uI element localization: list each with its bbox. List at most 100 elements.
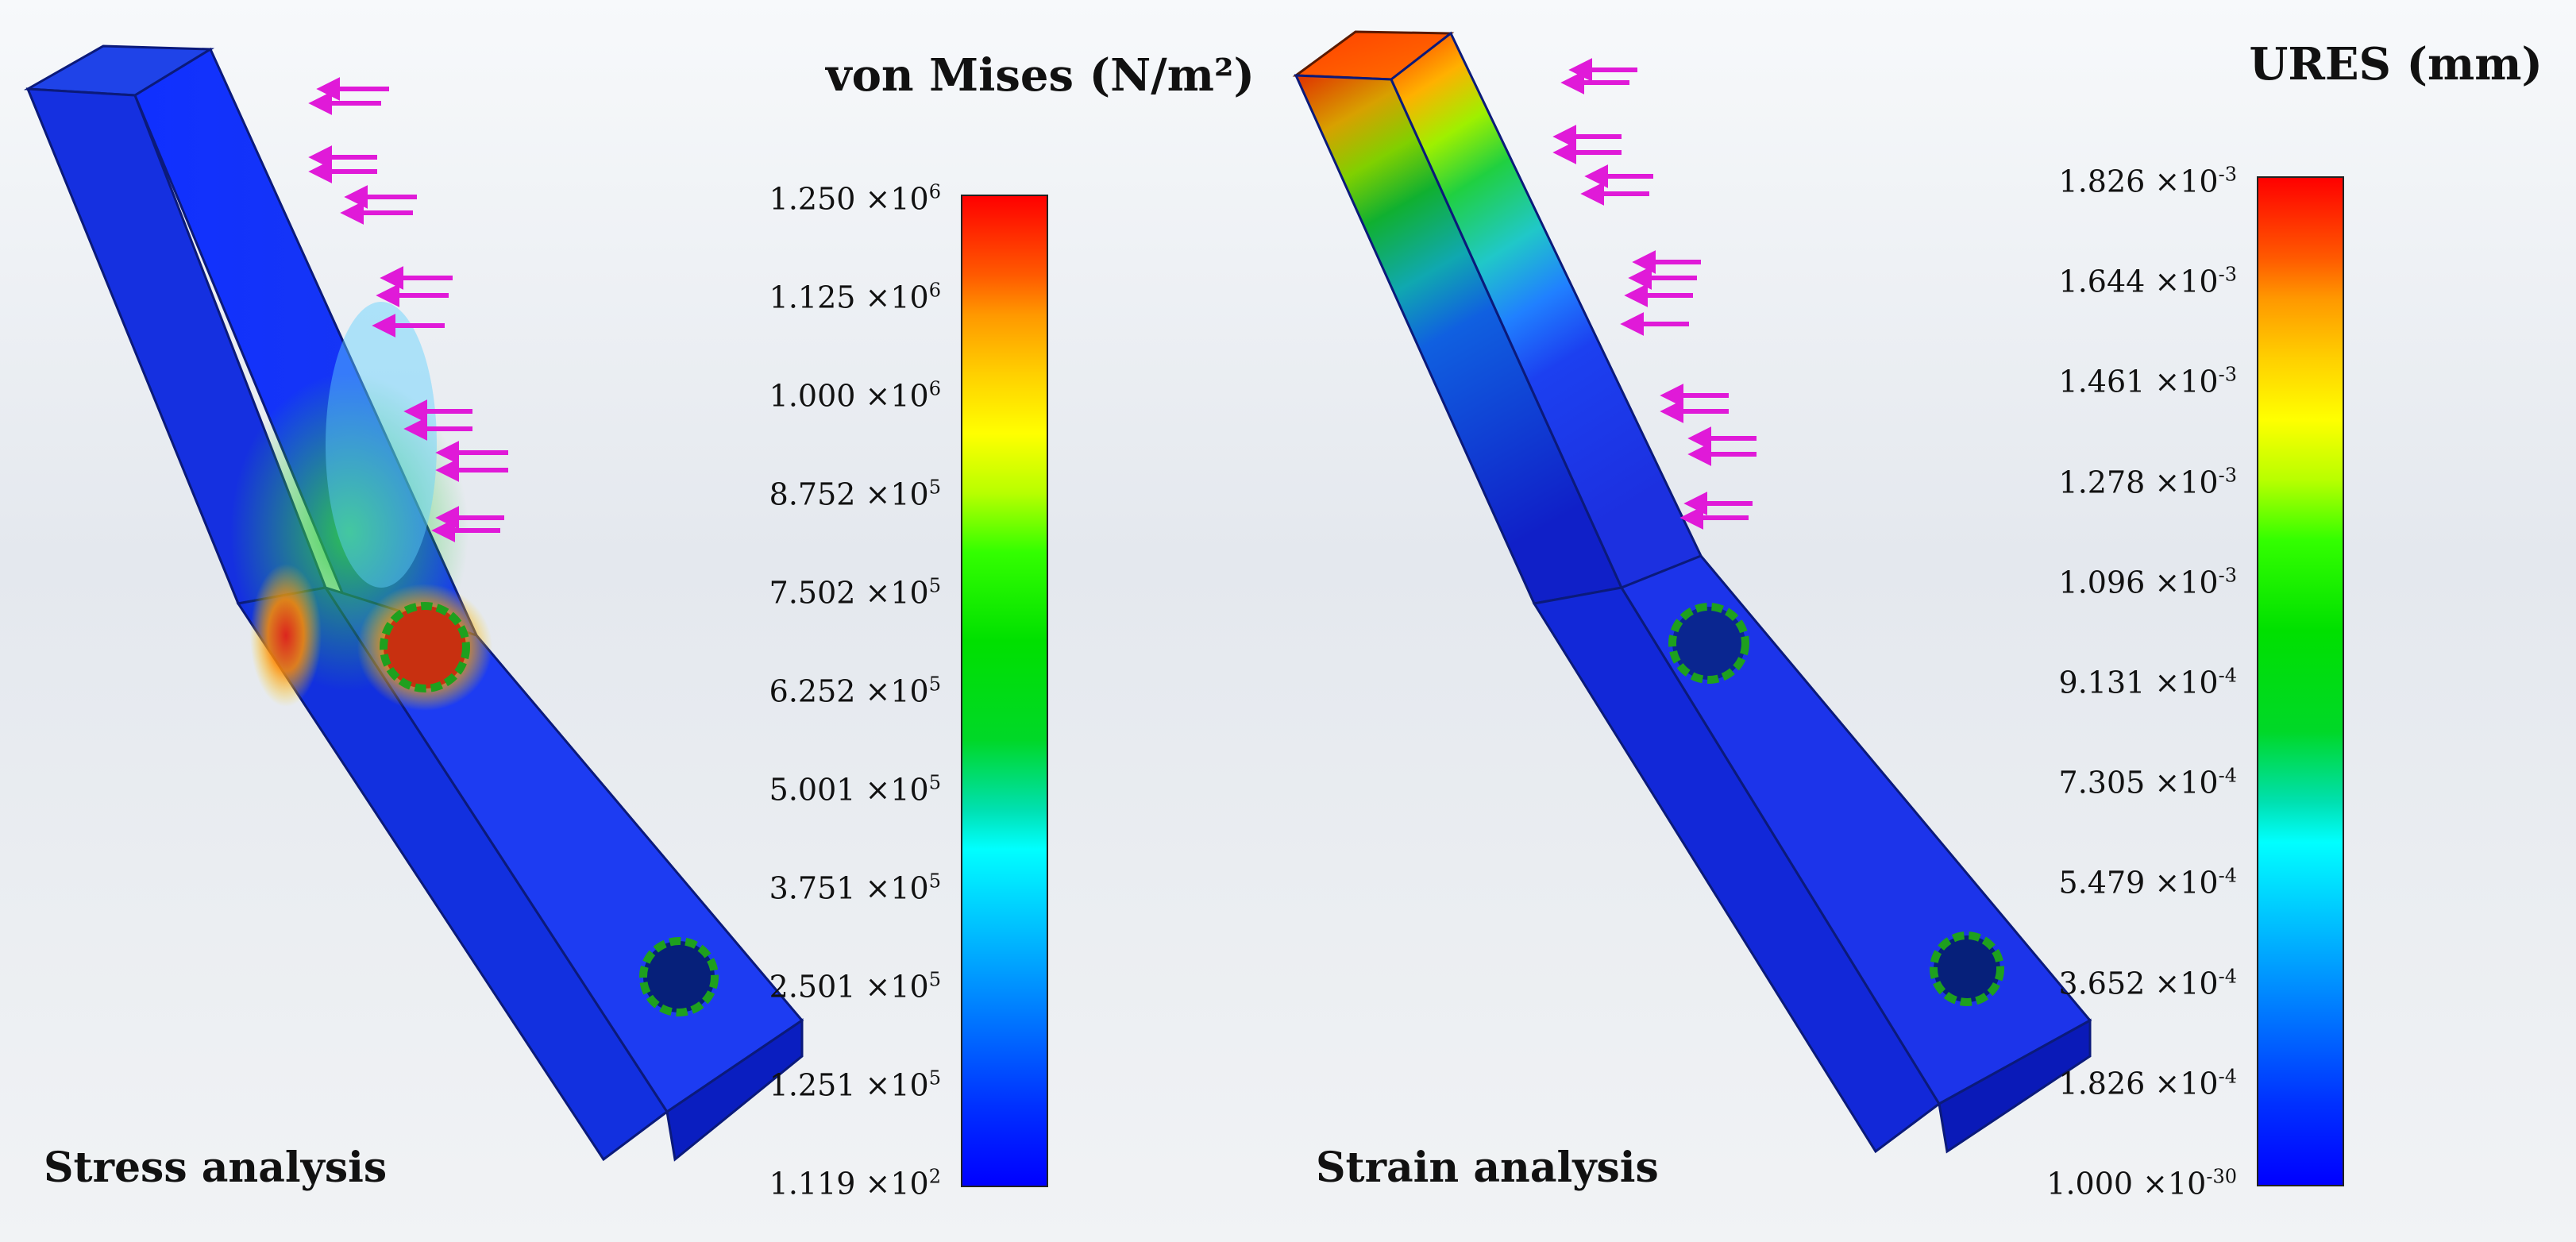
panel-caption: Strain analysis	[1316, 1144, 1659, 1192]
tick-mantissa: 1.125 ×10	[769, 280, 929, 315]
tick-exponent: -3	[2218, 263, 2237, 286]
load-arrow	[1687, 426, 1757, 450]
load-arrow	[403, 399, 472, 423]
tick-mantissa: 1.250 ×10	[769, 181, 929, 217]
load-arrow	[1560, 71, 1629, 94]
load-arrow	[340, 201, 413, 225]
tick-label: 1.000 ×106	[655, 378, 941, 414]
load-arrow	[1620, 312, 1689, 336]
load-arrows	[308, 77, 508, 542]
load-arrow	[308, 160, 377, 183]
tick-mantissa: 7.502 ×10	[769, 575, 929, 611]
tick-exponent: -4	[2218, 965, 2237, 988]
tick-mantissa: 1.000 ×10	[2046, 1166, 2207, 1202]
tick-label: 1.826 ×10-4	[1951, 1065, 2237, 1101]
tick-exponent: -4	[2218, 1065, 2237, 1088]
tick-mantissa: 1.119 ×10	[769, 1166, 929, 1202]
tick-exponent: 5	[928, 771, 941, 794]
color-scale-bar	[961, 195, 1048, 1187]
load-arrow	[435, 441, 508, 465]
tick-exponent: 6	[928, 279, 941, 302]
load-arrow	[376, 284, 449, 307]
tick-label: 1.644 ×10-3	[1951, 264, 2237, 299]
load-arrow	[1584, 164, 1653, 188]
load-arrow	[372, 314, 445, 338]
strain-model-view	[1292, 30, 2092, 1154]
stress-hotspot-side	[250, 564, 322, 707]
load-arrow	[1687, 442, 1757, 466]
stress-panel: von Mises (N/m²) 1.250 ×106 1.125 ×106 1.0…	[0, 0, 1288, 1242]
tick-label: 7.502 ×105	[655, 575, 941, 611]
tick-label: 8.752 ×105	[655, 476, 941, 512]
load-arrow	[380, 266, 453, 290]
fixture-hole-lower	[1930, 932, 2004, 1006]
tick-mantissa: 1.251 ×10	[769, 1067, 929, 1103]
tick-label: 6.252 ×105	[655, 673, 941, 709]
stress-model-view	[23, 44, 804, 1162]
tick-exponent: 6	[928, 180, 941, 203]
tick-mantissa: 1.000 ×10	[769, 378, 929, 414]
tick-label: 5.001 ×105	[655, 772, 941, 808]
tick-mantissa: 3.751 ×10	[769, 870, 929, 906]
tick-mantissa: 8.752 ×10	[769, 476, 929, 512]
load-arrow	[1624, 284, 1693, 307]
tick-mantissa: 1.644 ×10	[2058, 264, 2219, 299]
tick-mantissa: 7.305 ×10	[2058, 765, 2219, 800]
load-arrow	[1660, 384, 1729, 407]
tick-label: 1.461 ×10-3	[1951, 364, 2237, 399]
tick-label: 5.479 ×10-4	[1951, 865, 2237, 901]
tick-mantissa: 1.278 ×10	[2058, 464, 2219, 499]
fixture-hole-upper	[380, 602, 470, 692]
stress-band-light	[326, 302, 437, 588]
tick-label: 1.096 ×10-3	[1951, 564, 2237, 600]
tick-label: 1.125 ×106	[655, 280, 941, 315]
legend-title: URES (mm)	[2249, 38, 2543, 91]
beam-end-face	[1938, 1018, 2092, 1154]
load-arrow	[403, 417, 472, 441]
beam-end-face	[665, 1018, 804, 1162]
load-arrow	[1552, 125, 1622, 148]
tick-mantissa: 3.652 ×10	[2058, 965, 2219, 1001]
tick-exponent: 5	[928, 968, 941, 991]
tick-label: 1.000 ×10-30	[1951, 1166, 2237, 1202]
tick-mantissa: 1.826 ×10	[2058, 1066, 2219, 1101]
tick-mantissa: 1.096 ×10	[2058, 565, 2219, 600]
load-arrow	[1660, 399, 1729, 423]
tick-mantissa: 5.479 ×10	[2058, 865, 2219, 901]
fixture-hole-lower	[639, 937, 719, 1016]
tick-exponent: 2	[928, 1165, 941, 1188]
tick-label: 2.501 ×105	[655, 969, 941, 1005]
load-arrow	[1632, 250, 1701, 274]
tick-exponent: 5	[928, 1066, 941, 1090]
tick-mantissa: 1.826 ×10	[2058, 164, 2219, 199]
tick-exponent: 5	[928, 476, 941, 499]
fixture-hole-upper	[1668, 603, 1749, 684]
tick-mantissa: 1.461 ×10	[2058, 364, 2219, 399]
tick-exponent: 6	[928, 377, 941, 400]
tick-exponent: -3	[2218, 564, 2237, 587]
tick-label: 1.278 ×10-3	[1951, 464, 2237, 499]
tick-label: 9.131 ×10-4	[1951, 665, 2237, 700]
tick-mantissa: 2.501 ×10	[769, 969, 929, 1005]
tick-label: 1.119 ×102	[655, 1166, 941, 1202]
tick-exponent: -4	[2218, 764, 2237, 787]
tick-label: 7.305 ×10-4	[1951, 765, 2237, 800]
tick-label: 1.826 ×10-3	[1951, 164, 2237, 199]
tick-mantissa: 5.001 ×10	[769, 772, 929, 808]
strain-panel: URES (mm) 1.826 ×10-3 1.644 ×10-3 1.461 ×1…	[1288, 0, 2576, 1242]
tick-mantissa: 6.252 ×10	[769, 673, 929, 709]
load-arrows	[1552, 58, 1757, 530]
tick-label: 1.250 ×106	[655, 181, 941, 217]
tick-exponent: 5	[928, 574, 941, 597]
legend-title: von Mises (N/m²)	[826, 49, 1255, 102]
tick-exponent: 5	[928, 673, 941, 696]
tick-exponent: -3	[2218, 364, 2237, 387]
load-arrow	[308, 91, 381, 115]
load-arrow	[1580, 182, 1649, 206]
tick-exponent: -3	[2218, 163, 2237, 186]
load-arrow	[1628, 266, 1697, 290]
color-scale-bar	[2257, 176, 2344, 1186]
tick-label: 3.652 ×10-4	[1951, 965, 2237, 1001]
panel-caption: Stress analysis	[44, 1144, 388, 1192]
tick-exponent: -30	[2206, 1165, 2237, 1188]
